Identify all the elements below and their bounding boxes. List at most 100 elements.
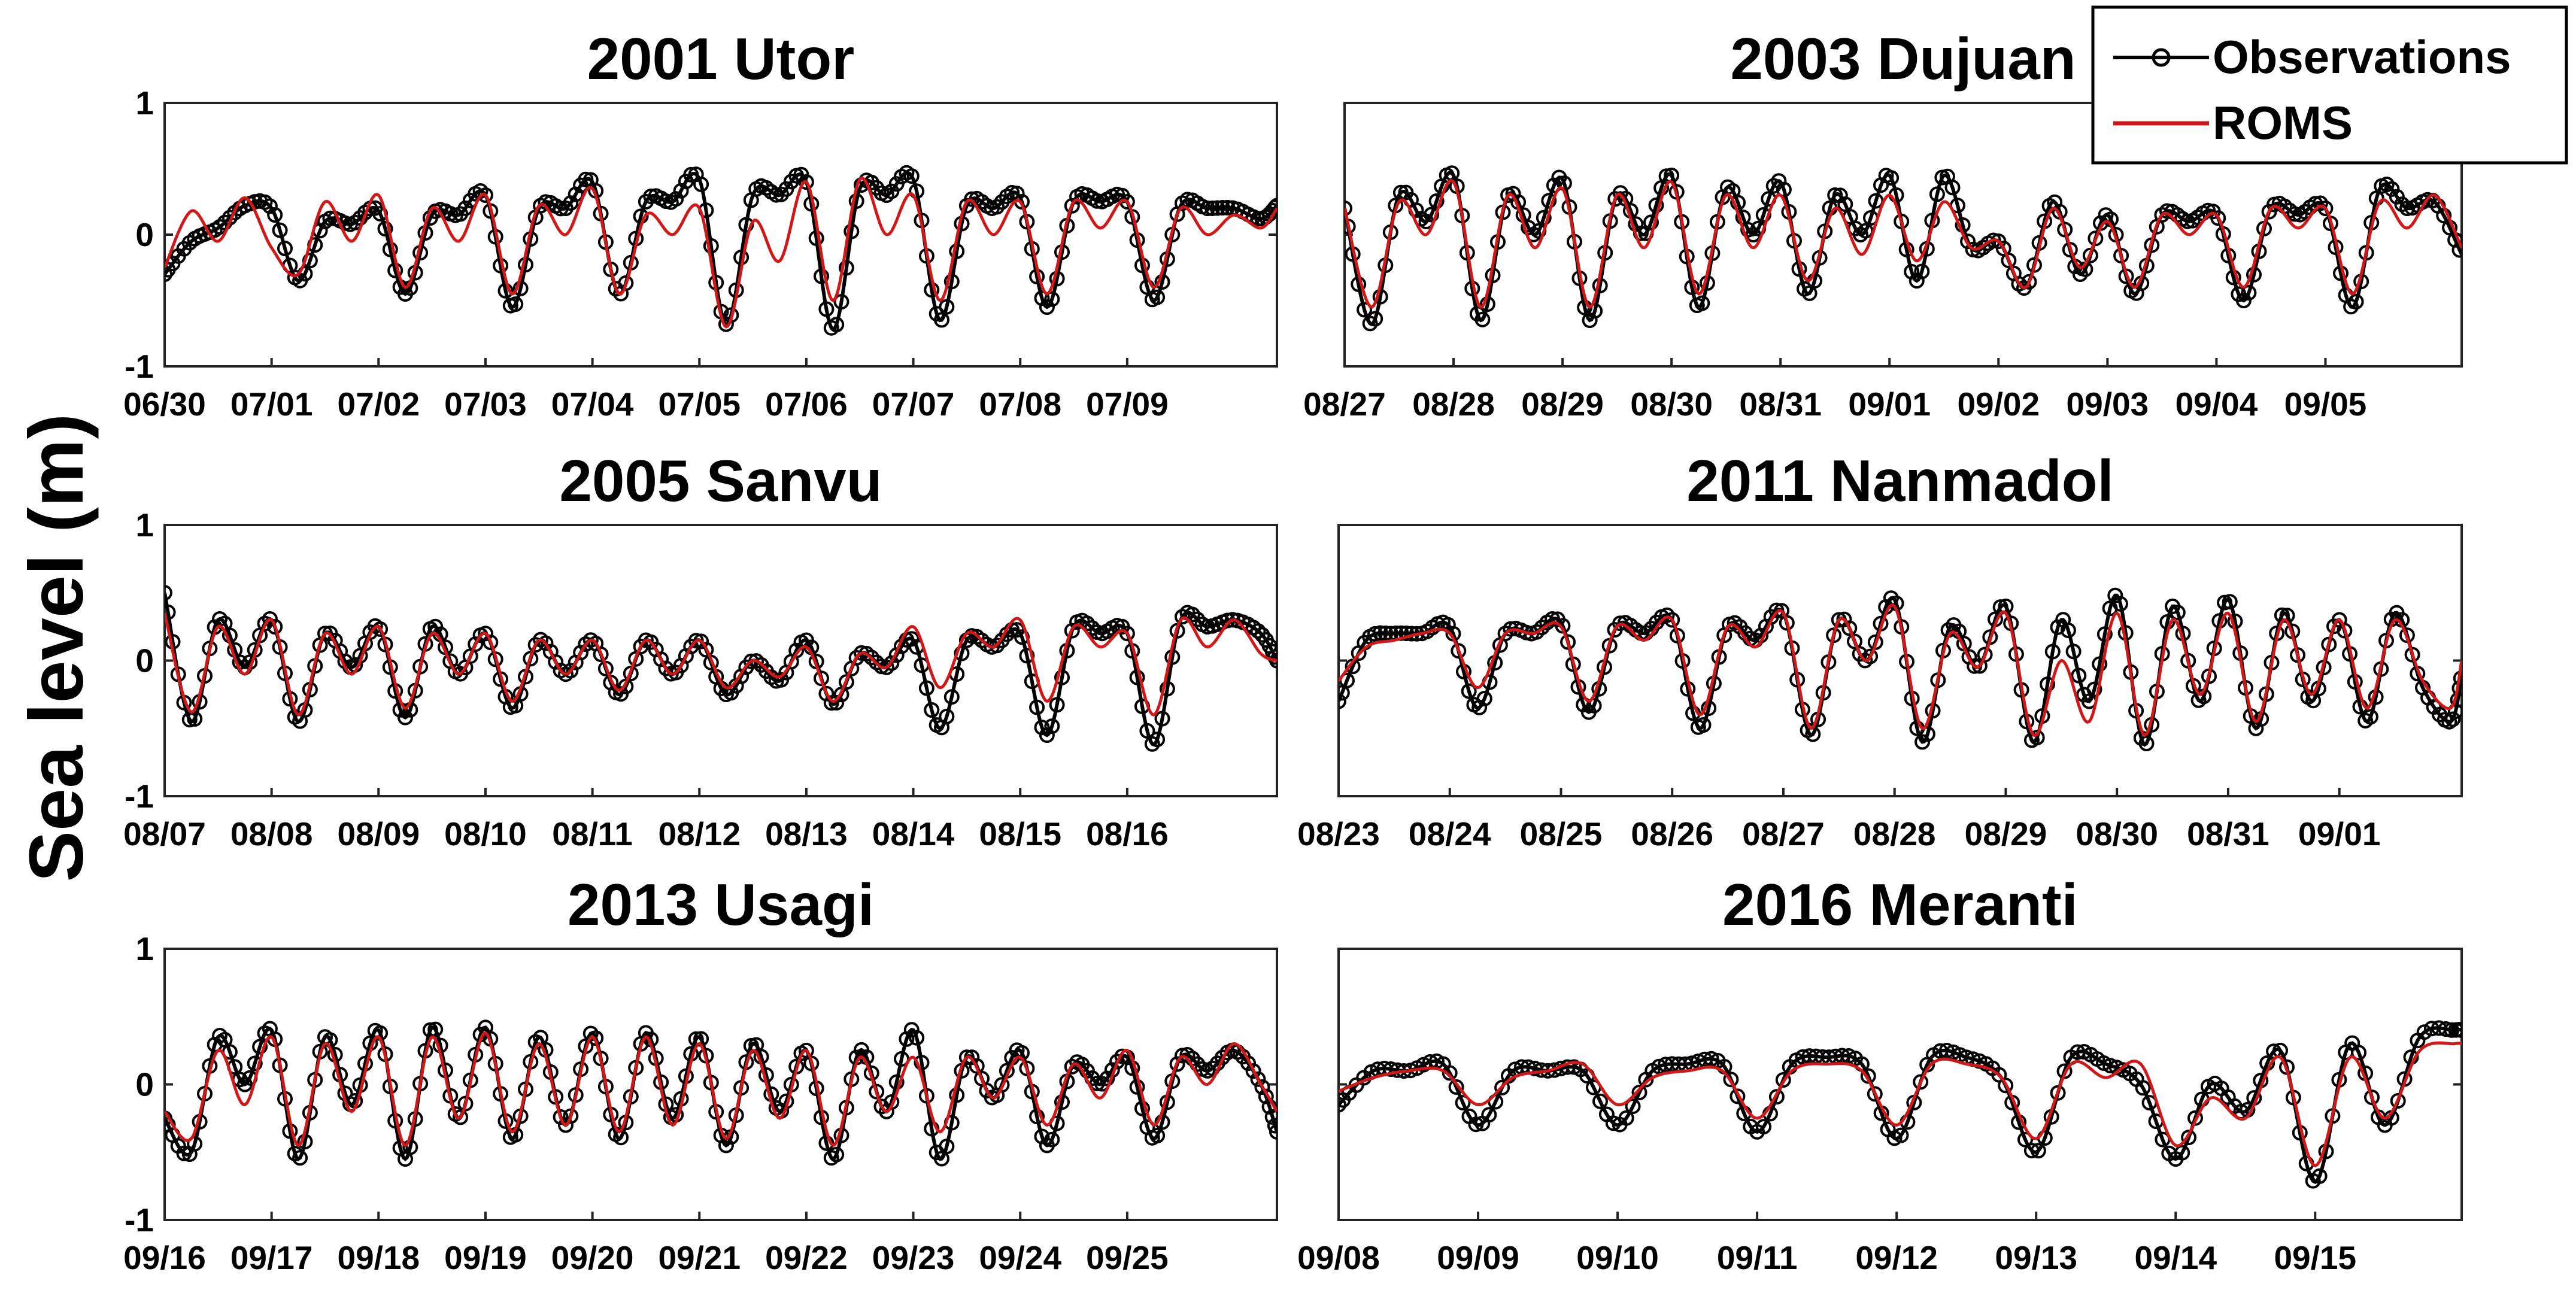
x-tick-label: 09/01: [1848, 386, 1931, 423]
observation-point: [1029, 1109, 1045, 1125]
observation-point: [267, 207, 283, 223]
observation-point: [563, 1108, 579, 1124]
observation-point: [1841, 620, 1858, 636]
observation-point: [1913, 1074, 1929, 1090]
observation-point: [538, 635, 554, 651]
observation-point: [1779, 615, 1795, 631]
series-line-roms: [165, 612, 1277, 717]
x-tick-label: 08/11: [552, 815, 633, 852]
observation-point: [1765, 178, 1782, 194]
observation-point: [457, 200, 474, 216]
x-tick-label: 07/09: [1086, 386, 1169, 423]
observation-point: [1944, 180, 1961, 196]
observation-point: [924, 702, 940, 718]
observation-point: [884, 655, 900, 671]
observation-markers: [165, 165, 1277, 336]
observation-point: [573, 645, 589, 661]
x-tick-label: 08/31: [2187, 815, 2269, 852]
x-tick-label: 07/01: [230, 386, 313, 423]
observation-point: [2445, 711, 2461, 727]
x-tick-label: 08/28: [1853, 815, 1936, 852]
observation-point: [833, 294, 849, 310]
observation-point: [453, 1109, 469, 1125]
observation-point: [2087, 230, 2104, 247]
observation-markers: [165, 585, 1277, 752]
x-tick-label: 09/04: [2176, 386, 2258, 423]
observation-point: [1977, 647, 1993, 663]
observation-point: [2102, 1058, 2118, 1074]
observation-point: [2404, 647, 2420, 663]
observation-point: [1398, 626, 1415, 641]
observation-point: [1089, 193, 1105, 209]
observation-point: [2241, 285, 2257, 301]
observation-point: [693, 176, 709, 192]
observation-point: [2057, 221, 2073, 238]
observation-point: [1730, 1088, 1746, 1104]
observation-point: [1169, 1056, 1185, 1072]
observation-point: [1605, 1115, 1621, 1131]
legend: Observations ROMS: [2091, 5, 2568, 165]
observation-point: [958, 1049, 975, 1066]
observation-point: [838, 674, 854, 690]
observation-point: [844, 223, 860, 239]
observation-point: [187, 1136, 203, 1152]
observation-point: [2312, 195, 2328, 211]
observation-point: [1938, 1043, 1955, 1058]
observation-point: [2174, 1145, 2190, 1161]
x-tick-label: 08/31: [1739, 386, 1822, 423]
x-tick-label: 09/16: [123, 1239, 206, 1276]
observation-point: [1664, 612, 1680, 628]
observation-point: [738, 217, 754, 233]
observation-point: [1134, 1100, 1150, 1116]
observation-point: [2086, 681, 2102, 697]
observation-point: [1184, 606, 1200, 623]
observation-point: [165, 585, 172, 601]
observation-point: [1215, 1049, 1230, 1066]
observation-point: [1768, 1089, 1785, 1105]
observation-point: [2040, 676, 2056, 693]
observation-point: [553, 1109, 569, 1125]
observation-point: [1209, 200, 1225, 216]
observation-point: [1190, 611, 1206, 627]
observation-point: [823, 695, 839, 711]
observation-point: [217, 214, 233, 230]
observation-point: [1372, 625, 1388, 641]
observation-point: [1560, 634, 1576, 650]
observation-point: [1847, 633, 1862, 649]
x-tick-label: 08/24: [1409, 815, 1491, 852]
observation-point: [1586, 697, 1602, 714]
x-tick-label: 09/13: [1995, 1239, 2077, 1276]
observation-point: [1044, 1131, 1060, 1148]
observation-point: [964, 191, 980, 207]
panel-2005-sanvu: 2005 Sanvu 1 0 -108/07 08/08 08/09 08/10 08/11 0…: [123, 448, 1278, 852]
observation-point: [2113, 596, 2128, 612]
x-tick-label: 07/07: [872, 386, 955, 423]
x-tick-label: 08/15: [979, 815, 1061, 852]
observation-point: [1019, 648, 1035, 664]
observation-point: [1566, 1059, 1582, 1075]
x-tick-label: 08/07: [123, 815, 206, 852]
x-tick-label: 08/23: [1297, 815, 1380, 852]
x-tick-label: 08/29: [1965, 815, 2047, 852]
x-tick-label: 09/18: [337, 1239, 420, 1276]
observation-point: [2337, 623, 2353, 639]
x-tick-label: 08/12: [658, 815, 741, 852]
observation-point: [1029, 699, 1045, 715]
panel-title: 2003 Dujuan: [1730, 26, 2076, 92]
observation-point: [1837, 196, 1853, 213]
observation-point: [1267, 649, 1277, 665]
observation-point: [1204, 201, 1221, 216]
observation-point: [1451, 643, 1467, 659]
x-tick-label: 09/12: [1855, 1239, 1938, 1276]
observation-point: [1883, 170, 1900, 186]
observation-point: [2159, 203, 2175, 219]
observation-point: [1269, 198, 1277, 214]
observation-point: [1505, 186, 1521, 202]
observation-point: [829, 317, 845, 333]
observation-point: [2181, 1130, 2197, 1146]
y-tick-label: -1: [125, 778, 154, 815]
x-tick-label: 07/05: [658, 386, 741, 423]
panel-2013-usagi: 2013 Usagi 1 0 -109/16 09/17 09/18 09/19 09/20 0…: [123, 872, 1278, 1276]
observation-point: [1149, 732, 1166, 748]
